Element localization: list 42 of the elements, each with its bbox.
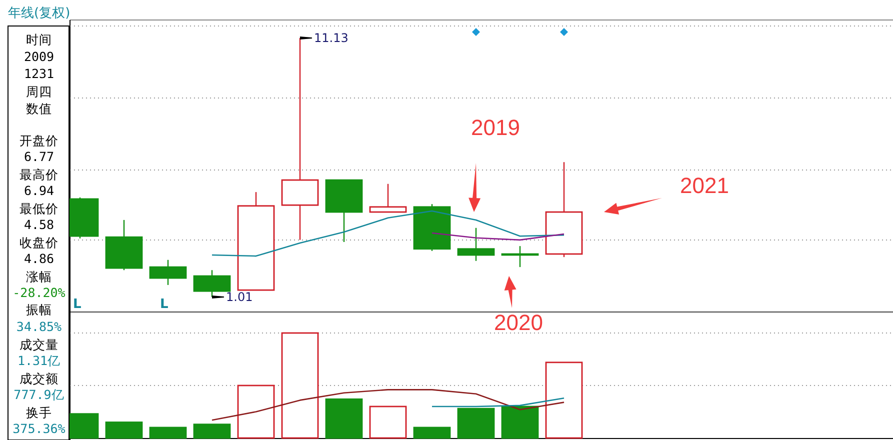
annotation: 成交额 xyxy=(20,371,58,386)
bar xyxy=(281,332,319,439)
text: 时间 xyxy=(26,32,52,47)
bar xyxy=(237,384,275,439)
annotation: 2019 xyxy=(471,115,520,140)
bar xyxy=(149,426,187,439)
text: 4.58 xyxy=(24,217,54,232)
text: 数值 xyxy=(26,101,52,116)
bar xyxy=(193,424,231,439)
text: 振幅 xyxy=(26,302,52,317)
annotation: 777.9亿 xyxy=(14,387,64,402)
text: 2009 xyxy=(24,49,54,64)
annotation: L xyxy=(73,297,82,312)
bar xyxy=(545,362,583,439)
bar xyxy=(457,408,495,439)
annotation: 1.01 xyxy=(226,290,253,304)
text: 涨幅 xyxy=(26,269,52,284)
text: 周四 xyxy=(26,84,52,99)
annotation: 2020 xyxy=(494,310,543,335)
annotation: 375.36% xyxy=(12,421,66,436)
bar xyxy=(325,398,363,439)
text: 换手 xyxy=(26,405,52,420)
annotation: -28.20% xyxy=(12,285,66,300)
text: 4.86 xyxy=(24,251,54,266)
bar xyxy=(501,406,539,439)
annotation: 最高价 xyxy=(20,167,58,182)
chart-title: 年线(复权) xyxy=(8,6,70,21)
bar xyxy=(413,426,451,439)
text: 6.94 xyxy=(24,183,54,198)
bar xyxy=(369,406,407,439)
annotation: 收盘价 xyxy=(20,235,58,250)
bar xyxy=(105,422,143,439)
annotation: 最低价 xyxy=(20,201,58,216)
annotation: 开盘价 xyxy=(20,133,58,148)
text: 1231 xyxy=(24,66,54,81)
annotation: 成交量 xyxy=(20,337,58,352)
text: 6.77 xyxy=(24,149,54,164)
text: 2021 xyxy=(680,173,729,198)
annotation: L xyxy=(160,297,168,312)
annotation: 11.13 xyxy=(314,31,348,45)
annotation: 34.85% xyxy=(16,319,62,334)
annotation: 1.31亿 xyxy=(17,353,61,368)
